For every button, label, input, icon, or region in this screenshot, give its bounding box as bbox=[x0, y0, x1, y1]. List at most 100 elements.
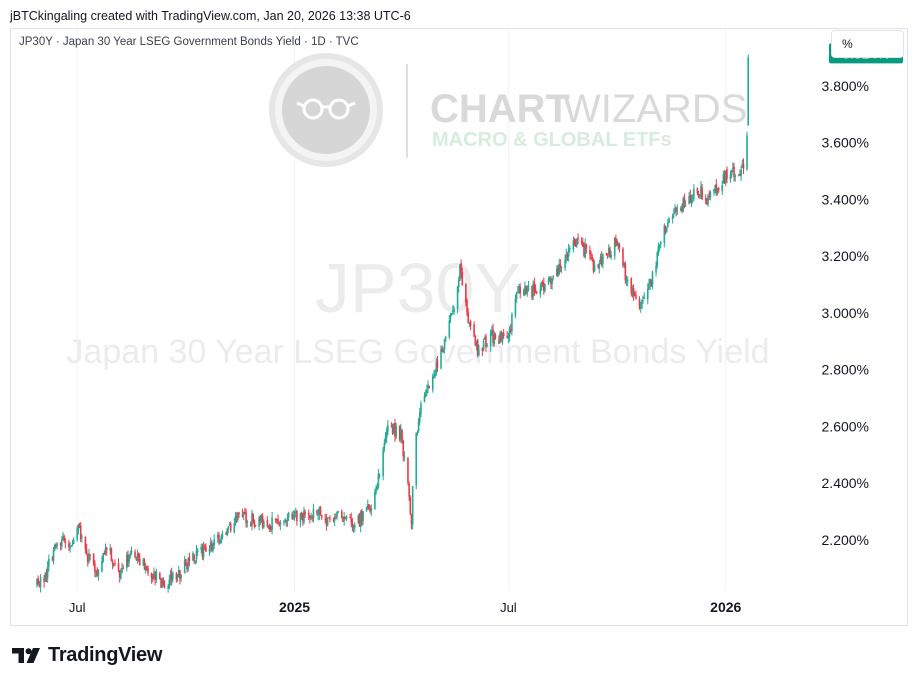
candle-body bbox=[450, 313, 453, 315]
candle-body bbox=[193, 554, 195, 561]
candle-body bbox=[303, 510, 305, 523]
candle-body bbox=[639, 307, 642, 309]
candle-body bbox=[55, 545, 57, 547]
candle-body bbox=[560, 267, 563, 269]
candle-body bbox=[258, 518, 260, 527]
candle-body bbox=[449, 315, 452, 319]
candle-body bbox=[284, 519, 286, 521]
candle-body bbox=[237, 512, 239, 521]
candle-body bbox=[558, 264, 560, 275]
candle-body bbox=[186, 564, 188, 569]
candle-body bbox=[151, 578, 154, 580]
candle-body bbox=[128, 555, 130, 563]
candle-body bbox=[569, 247, 571, 250]
candle-body bbox=[506, 335, 508, 339]
watermark-ticker: JP30Y bbox=[315, 249, 521, 327]
candle-body bbox=[266, 520, 269, 527]
candle-body bbox=[283, 520, 285, 522]
candle-body bbox=[436, 360, 439, 368]
x-axis-tick-label: 2025 bbox=[279, 599, 310, 615]
candle-body bbox=[81, 536, 83, 538]
candle-body bbox=[664, 225, 667, 232]
candle-body bbox=[234, 516, 237, 523]
candle-body bbox=[475, 340, 478, 347]
candle-body bbox=[403, 456, 406, 458]
candle-body bbox=[233, 523, 236, 533]
candle-body bbox=[168, 580, 171, 588]
candle-body bbox=[540, 281, 543, 290]
candle-body bbox=[203, 545, 206, 547]
candle-body bbox=[418, 412, 421, 422]
candle-body bbox=[153, 572, 155, 579]
candle-body bbox=[187, 558, 190, 570]
candle-body bbox=[129, 553, 132, 557]
candle-body bbox=[544, 284, 546, 291]
candle-body bbox=[511, 314, 513, 332]
candle-body bbox=[94, 563, 96, 572]
candle-body bbox=[550, 278, 552, 284]
candle-body bbox=[250, 522, 252, 526]
candle-body bbox=[392, 423, 395, 433]
candle-body bbox=[681, 208, 683, 211]
candle-body bbox=[598, 263, 601, 269]
candle-body bbox=[407, 457, 409, 483]
candle-body bbox=[366, 504, 369, 509]
candle-body bbox=[696, 187, 699, 194]
candle-body bbox=[325, 518, 328, 526]
candle-body bbox=[717, 187, 720, 191]
y-axis-tick-label: 2.800% bbox=[822, 362, 869, 378]
candle-body bbox=[423, 395, 426, 403]
candle-body bbox=[254, 524, 257, 526]
candle-body bbox=[252, 513, 254, 523]
candle-body bbox=[196, 550, 199, 553]
candle-body bbox=[457, 279, 460, 288]
candle-body bbox=[161, 578, 164, 588]
candle-body bbox=[593, 264, 596, 272]
candle-body bbox=[605, 253, 608, 255]
candle-body bbox=[69, 546, 71, 549]
symbol-info-line[interactable]: JP30Y · Japan 30 Year LSEG Government Bo… bbox=[19, 36, 359, 48]
chart-pane[interactable] bbox=[10, 28, 908, 626]
candle-body bbox=[274, 518, 277, 520]
candle-body bbox=[597, 264, 599, 268]
candle-body bbox=[585, 244, 588, 249]
tradingview-logo[interactable]: TradingView bbox=[12, 644, 162, 667]
candle-body bbox=[740, 169, 742, 176]
candle-body bbox=[246, 522, 249, 524]
candle-body bbox=[365, 507, 368, 511]
candle-body bbox=[316, 510, 318, 514]
candle-body bbox=[267, 525, 270, 528]
candle-body bbox=[127, 554, 129, 563]
candle-body bbox=[552, 275, 555, 278]
candle-body bbox=[698, 194, 701, 197]
candle-body bbox=[514, 298, 517, 316]
candle-body bbox=[747, 57, 750, 126]
candle-body bbox=[299, 513, 302, 523]
candle-body bbox=[324, 518, 327, 520]
candle-body bbox=[539, 288, 542, 295]
candle-body bbox=[643, 297, 646, 299]
candle-body bbox=[722, 174, 725, 184]
candle-body bbox=[328, 517, 330, 519]
candle-body bbox=[739, 174, 741, 176]
candle-body bbox=[70, 545, 73, 547]
candle-body bbox=[733, 166, 735, 177]
candle-body bbox=[219, 542, 221, 544]
candle-body bbox=[242, 512, 245, 516]
candle-body bbox=[216, 535, 219, 539]
candle-body bbox=[427, 384, 429, 388]
candle-body bbox=[387, 425, 389, 432]
candle-body bbox=[205, 547, 207, 552]
candle-body bbox=[300, 514, 303, 516]
watermark-brand-part1: CHART bbox=[430, 87, 570, 131]
candle-body bbox=[617, 243, 620, 247]
candle-body bbox=[110, 547, 113, 561]
candle-body bbox=[95, 570, 97, 573]
candle-body bbox=[674, 208, 676, 213]
candle-body bbox=[278, 525, 280, 527]
candle-body bbox=[672, 213, 675, 215]
price-scale-mode-button[interactable]: % bbox=[831, 30, 904, 58]
candle-body bbox=[211, 543, 213, 551]
chartwizards-logo-icon bbox=[269, 53, 408, 167]
